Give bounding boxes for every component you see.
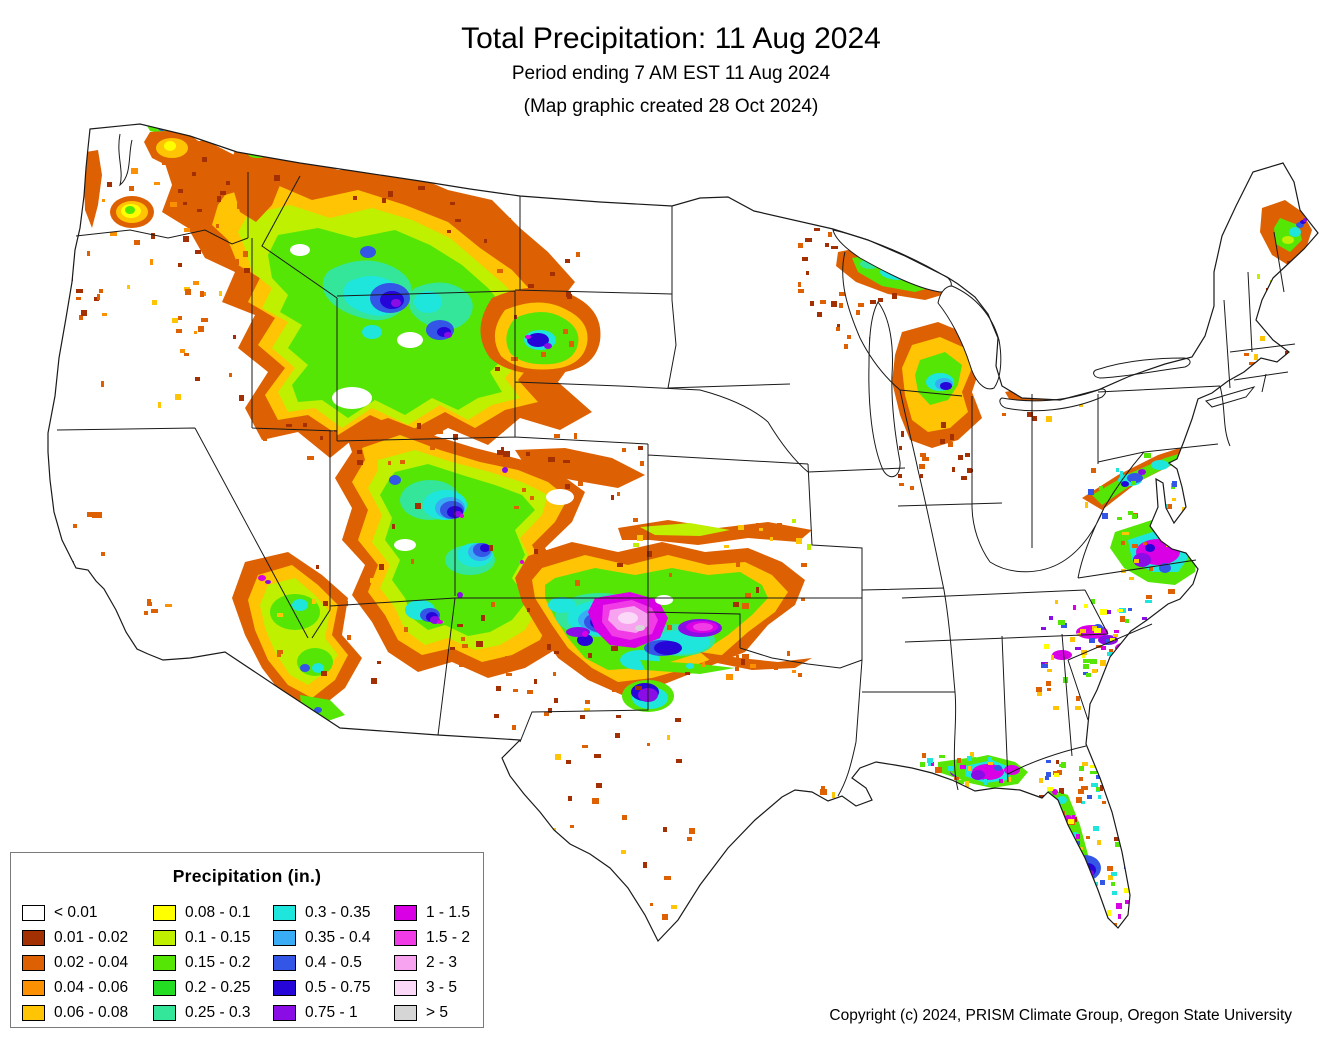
lake-superior — [832, 229, 952, 293]
legend-label: 0.2 - 0.25 — [185, 978, 251, 996]
state-borders — [56, 172, 1296, 797]
legend-swatch — [394, 1004, 417, 1021]
legend-label: 0.3 - 0.35 — [305, 903, 371, 921]
lake-ontario — [1093, 357, 1191, 379]
legend-item: 0.08 - 0.1 — [153, 900, 273, 925]
legend-item: 0.3 - 0.35 — [273, 900, 394, 925]
legend-item: 0.25 - 0.3 — [153, 1000, 273, 1025]
legend-column: 1 - 1.5 1.5 - 2 2 - 3 3 - 5 > 5 — [394, 900, 482, 1025]
legend-label: 0.02 - 0.04 — [54, 953, 129, 971]
legend-label: 0.01 - 0.02 — [54, 928, 129, 946]
legend-swatch — [273, 979, 296, 996]
legend-item: 0.5 - 0.75 — [273, 975, 394, 1000]
legend-swatch — [273, 904, 296, 921]
legend-label: 0.4 - 0.5 — [305, 953, 362, 971]
legend-item: 1.5 - 2 — [394, 925, 482, 950]
legend-swatch — [22, 954, 45, 971]
legend-swatch — [394, 929, 417, 946]
legend-swatch — [273, 929, 296, 946]
map-subtitle-created: (Map graphic created 28 Oct 2024) — [523, 96, 819, 117]
legend-label: 0.25 - 0.3 — [185, 1003, 251, 1021]
lake-michigan — [868, 301, 901, 478]
long-island — [1205, 386, 1256, 408]
legend-item: 0.1 - 0.15 — [153, 925, 273, 950]
legend-swatch — [153, 929, 176, 946]
legend-label: 0.04 - 0.06 — [54, 978, 129, 996]
legend-swatch — [153, 954, 176, 971]
legend-label: 0.5 - 0.75 — [305, 978, 371, 996]
legend-item: 1 - 1.5 — [394, 900, 482, 925]
legend-label: 0.35 - 0.4 — [305, 928, 371, 946]
legend-label: 3 - 5 — [426, 978, 458, 996]
legend-item: 0.2 - 0.25 — [153, 975, 273, 1000]
legend-item: 0.4 - 0.5 — [273, 950, 394, 975]
legend-title: Precipitation (in.) — [172, 866, 322, 886]
legend-label: 2 - 3 — [426, 953, 458, 971]
legend-swatch — [22, 904, 45, 921]
legend-item: 0.06 - 0.08 — [22, 1000, 153, 1025]
legend-label: 0.06 - 0.08 — [54, 1003, 129, 1021]
puget-sound — [118, 133, 133, 187]
legend-item: 0.75 - 1 — [273, 1000, 394, 1025]
legend-swatch — [273, 1004, 296, 1021]
legend-swatch — [153, 1004, 176, 1021]
legend-swatch — [153, 979, 176, 996]
lake-erie — [999, 388, 1106, 412]
legend-column: 0.3 - 0.35 0.35 - 0.4 0.4 - 0.5 0.5 - 0.75 0… — [273, 900, 394, 1025]
legend-label: < 0.01 — [54, 903, 98, 921]
legend-column: 0.08 - 0.1 0.1 - 0.15 0.15 - 0.2 0.2 - 0.25… — [153, 900, 273, 1025]
legend-swatch — [153, 904, 176, 921]
legend-swatch — [394, 979, 417, 996]
legend-label: 0.1 - 0.15 — [185, 928, 251, 946]
legend-swatch — [394, 954, 417, 971]
legend-swatch — [22, 979, 45, 996]
lake-huron — [937, 285, 1002, 390]
legend-item: 2 - 3 — [394, 950, 482, 975]
legend-item: 0.15 - 0.2 — [153, 950, 273, 975]
legend-label: 1.5 - 2 — [426, 928, 470, 946]
legend: Precipitation (in.) < 0.01 0.01 - 0.02 0.0… — [10, 852, 484, 1028]
legend-item: 0.35 - 0.4 — [273, 925, 394, 950]
map-subtitle-period: Period ending 7 AM EST 11 Aug 2024 — [511, 63, 831, 84]
legend-columns: < 0.01 0.01 - 0.02 0.02 - 0.04 0.04 - 0.06 0… — [11, 900, 483, 1025]
map-title: Total Precipitation: 11 Aug 2024 — [461, 22, 881, 55]
copyright-text: Copyright (c) 2024, PRISM Climate Group,… — [829, 1007, 1292, 1024]
legend-item: < 0.01 — [22, 900, 153, 925]
legend-label: 1 - 1.5 — [426, 903, 470, 921]
legend-column: < 0.01 0.01 - 0.02 0.02 - 0.04 0.04 - 0.06 0… — [22, 900, 153, 1025]
legend-label: 0.15 - 0.2 — [185, 953, 251, 971]
legend-swatch — [394, 904, 417, 921]
great-lakes — [832, 229, 1191, 478]
legend-item: 0.01 - 0.02 — [22, 925, 153, 950]
legend-item: > 5 — [394, 1000, 482, 1025]
legend-item: 0.02 - 0.04 — [22, 950, 153, 975]
legend-label: > 5 — [426, 1003, 448, 1021]
legend-item: 3 - 5 — [394, 975, 482, 1000]
legend-label: 0.75 - 1 — [305, 1003, 358, 1021]
legend-swatch — [22, 929, 45, 946]
legend-item: 0.04 - 0.06 — [22, 975, 153, 1000]
legend-label: 0.08 - 0.1 — [185, 903, 251, 921]
legend-swatch — [273, 954, 296, 971]
legend-swatch — [22, 1004, 45, 1021]
